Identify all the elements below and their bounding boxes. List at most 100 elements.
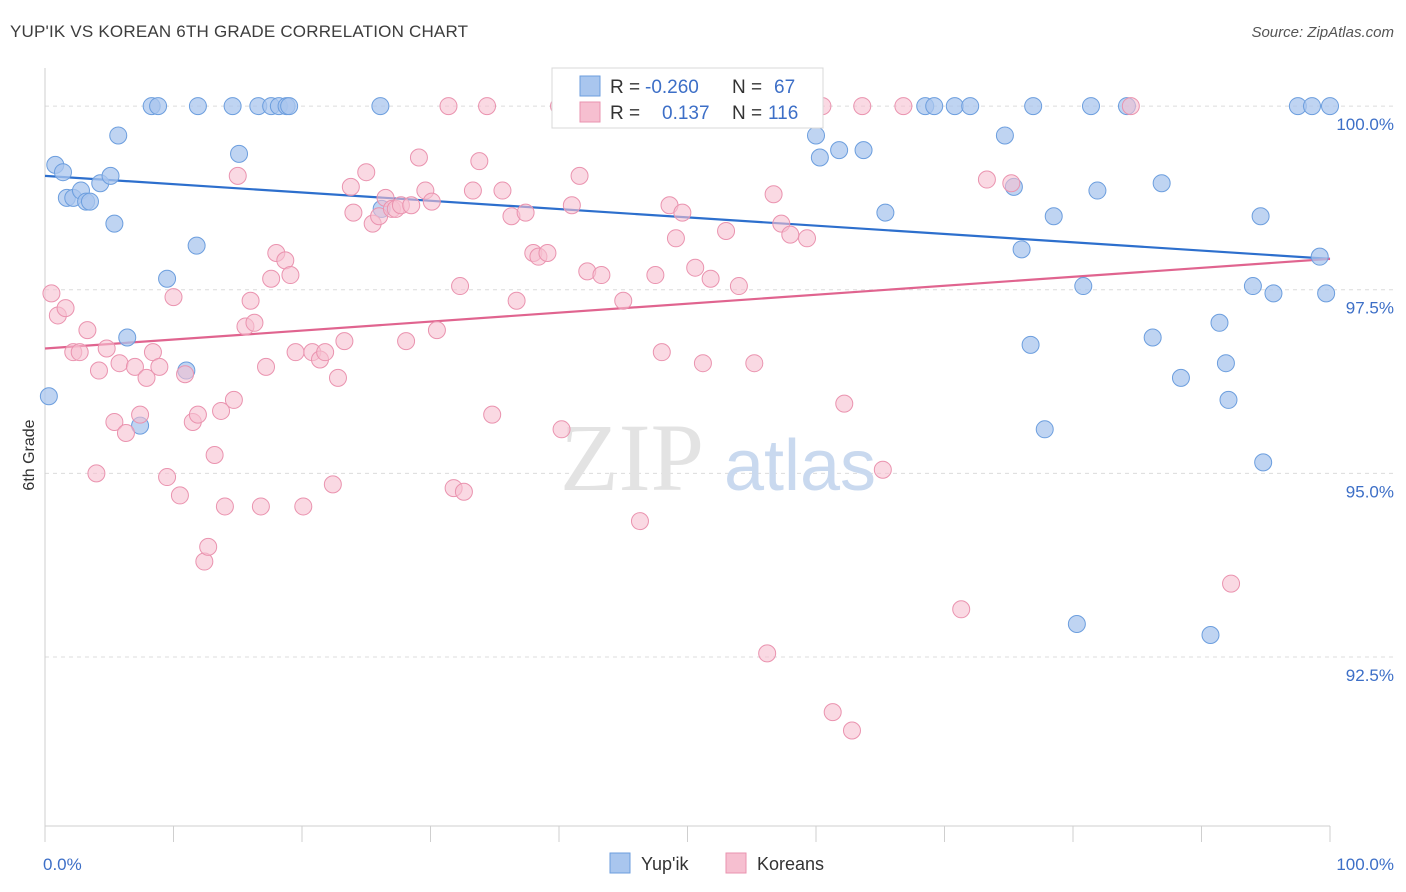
korean-point	[701, 269, 720, 288]
korean-point	[199, 537, 218, 556]
korean-point	[215, 497, 234, 516]
yupik-point	[1021, 335, 1040, 354]
yupik-point	[1201, 626, 1220, 644]
yupik-point	[158, 269, 177, 288]
x-tick-label-max: 100.0%	[1336, 855, 1394, 874]
yupik-point	[961, 97, 980, 116]
yupik-point	[118, 328, 137, 347]
korean-point	[205, 446, 224, 465]
bottom-legend: Yup'ik Koreans	[609, 852, 824, 874]
bottom-legend-swatch-koreans	[725, 852, 747, 874]
korean-point	[402, 196, 421, 215]
korean-point	[335, 332, 354, 351]
korean-point	[70, 343, 89, 362]
korean-point	[507, 291, 526, 310]
yupik-point	[280, 97, 299, 116]
korean-point	[614, 291, 633, 310]
korean-point	[798, 229, 817, 248]
korean-point	[758, 644, 777, 663]
yupik-point	[1067, 614, 1086, 633]
korean-point	[97, 339, 116, 358]
axis-labels: 92.5% 95.0% 97.5% 100.0% 0.0% 100.0% 6th Grade	[21, 115, 1394, 874]
korean-point	[164, 288, 183, 307]
yupik-point	[1243, 277, 1262, 296]
legend-r-label-1: R =	[610, 77, 640, 98]
yupik-point	[1310, 247, 1329, 266]
korean-point	[592, 266, 611, 285]
korean-point	[538, 244, 557, 262]
yupik-point	[1044, 207, 1063, 226]
yupik-point	[149, 97, 168, 116]
yupik-point	[1210, 313, 1229, 332]
yupik-point	[1303, 97, 1322, 116]
korean-point	[630, 512, 649, 531]
korean-point	[409, 148, 428, 167]
korean-point	[241, 291, 260, 310]
korean-point	[281, 266, 300, 285]
yupik-point	[223, 97, 242, 116]
korean-point	[42, 284, 61, 303]
yupik-point	[1088, 181, 1107, 200]
axes	[44, 68, 1331, 842]
korean-point	[439, 97, 458, 116]
korean-point	[952, 600, 971, 619]
chart-title: YUP'IK VS KOREAN 6TH GRADE CORRELATION C…	[10, 22, 469, 41]
korean-point	[717, 221, 736, 240]
korean-point	[427, 321, 446, 340]
x-tick-label-min: 0.0%	[43, 855, 82, 874]
korean-point	[1121, 97, 1140, 116]
yupik-point	[101, 166, 120, 185]
korean-point	[470, 152, 489, 171]
korean-point	[781, 225, 800, 244]
korean-point	[666, 229, 685, 248]
watermark: ZIP atlas	[560, 404, 876, 511]
korean-point	[89, 361, 108, 380]
y-axis-title: 6th Grade	[21, 419, 38, 490]
korean-point	[562, 196, 581, 215]
korean-point	[451, 277, 470, 296]
korean-point	[652, 343, 671, 362]
y-tick-label: 100.0%	[1336, 115, 1394, 134]
korean-point	[516, 203, 535, 222]
yupik-point	[1035, 420, 1054, 439]
yupik-point	[1012, 240, 1031, 259]
y-tick-label: 95.0%	[1346, 482, 1394, 501]
korean-point	[357, 163, 376, 182]
korean-point	[245, 313, 264, 332]
korean-point	[251, 497, 270, 516]
y-tick-label: 92.5%	[1346, 666, 1394, 685]
yupik-point	[1219, 390, 1238, 409]
korean-point	[137, 368, 156, 387]
yupik-point	[187, 236, 206, 255]
korean-point	[212, 401, 231, 420]
korean-point	[105, 412, 124, 431]
korean-point	[552, 420, 571, 439]
korean-point	[131, 405, 150, 424]
korean-point	[110, 354, 129, 373]
korean-point	[673, 203, 692, 222]
korean-point	[570, 166, 589, 185]
yupik-point	[876, 203, 895, 222]
watermark-atlas: atlas	[724, 426, 876, 506]
yupik-point	[1254, 453, 1273, 472]
yupik-point	[945, 97, 964, 116]
korean-point	[125, 357, 144, 376]
yupik-point	[1321, 97, 1339, 116]
korean-point	[158, 468, 177, 487]
korean-point	[422, 192, 441, 211]
legend-n-label-2: N =	[732, 103, 762, 124]
legend-box: R = -0.260 N = 67 R = 0.137 N = 116	[551, 67, 824, 129]
bottom-legend-swatch-yupik	[609, 852, 631, 874]
korean-point	[286, 343, 305, 362]
korean-point	[493, 181, 512, 200]
yupik-point	[1143, 328, 1162, 347]
korean-point	[257, 357, 276, 376]
yupik-point	[1171, 368, 1190, 387]
yupik-point	[39, 387, 58, 406]
korean-point	[188, 405, 207, 424]
korean-point	[116, 423, 135, 442]
yupik-point	[53, 163, 72, 182]
bottom-legend-label-yupik: Yup'ik	[641, 854, 689, 874]
yupik-point	[925, 97, 944, 116]
